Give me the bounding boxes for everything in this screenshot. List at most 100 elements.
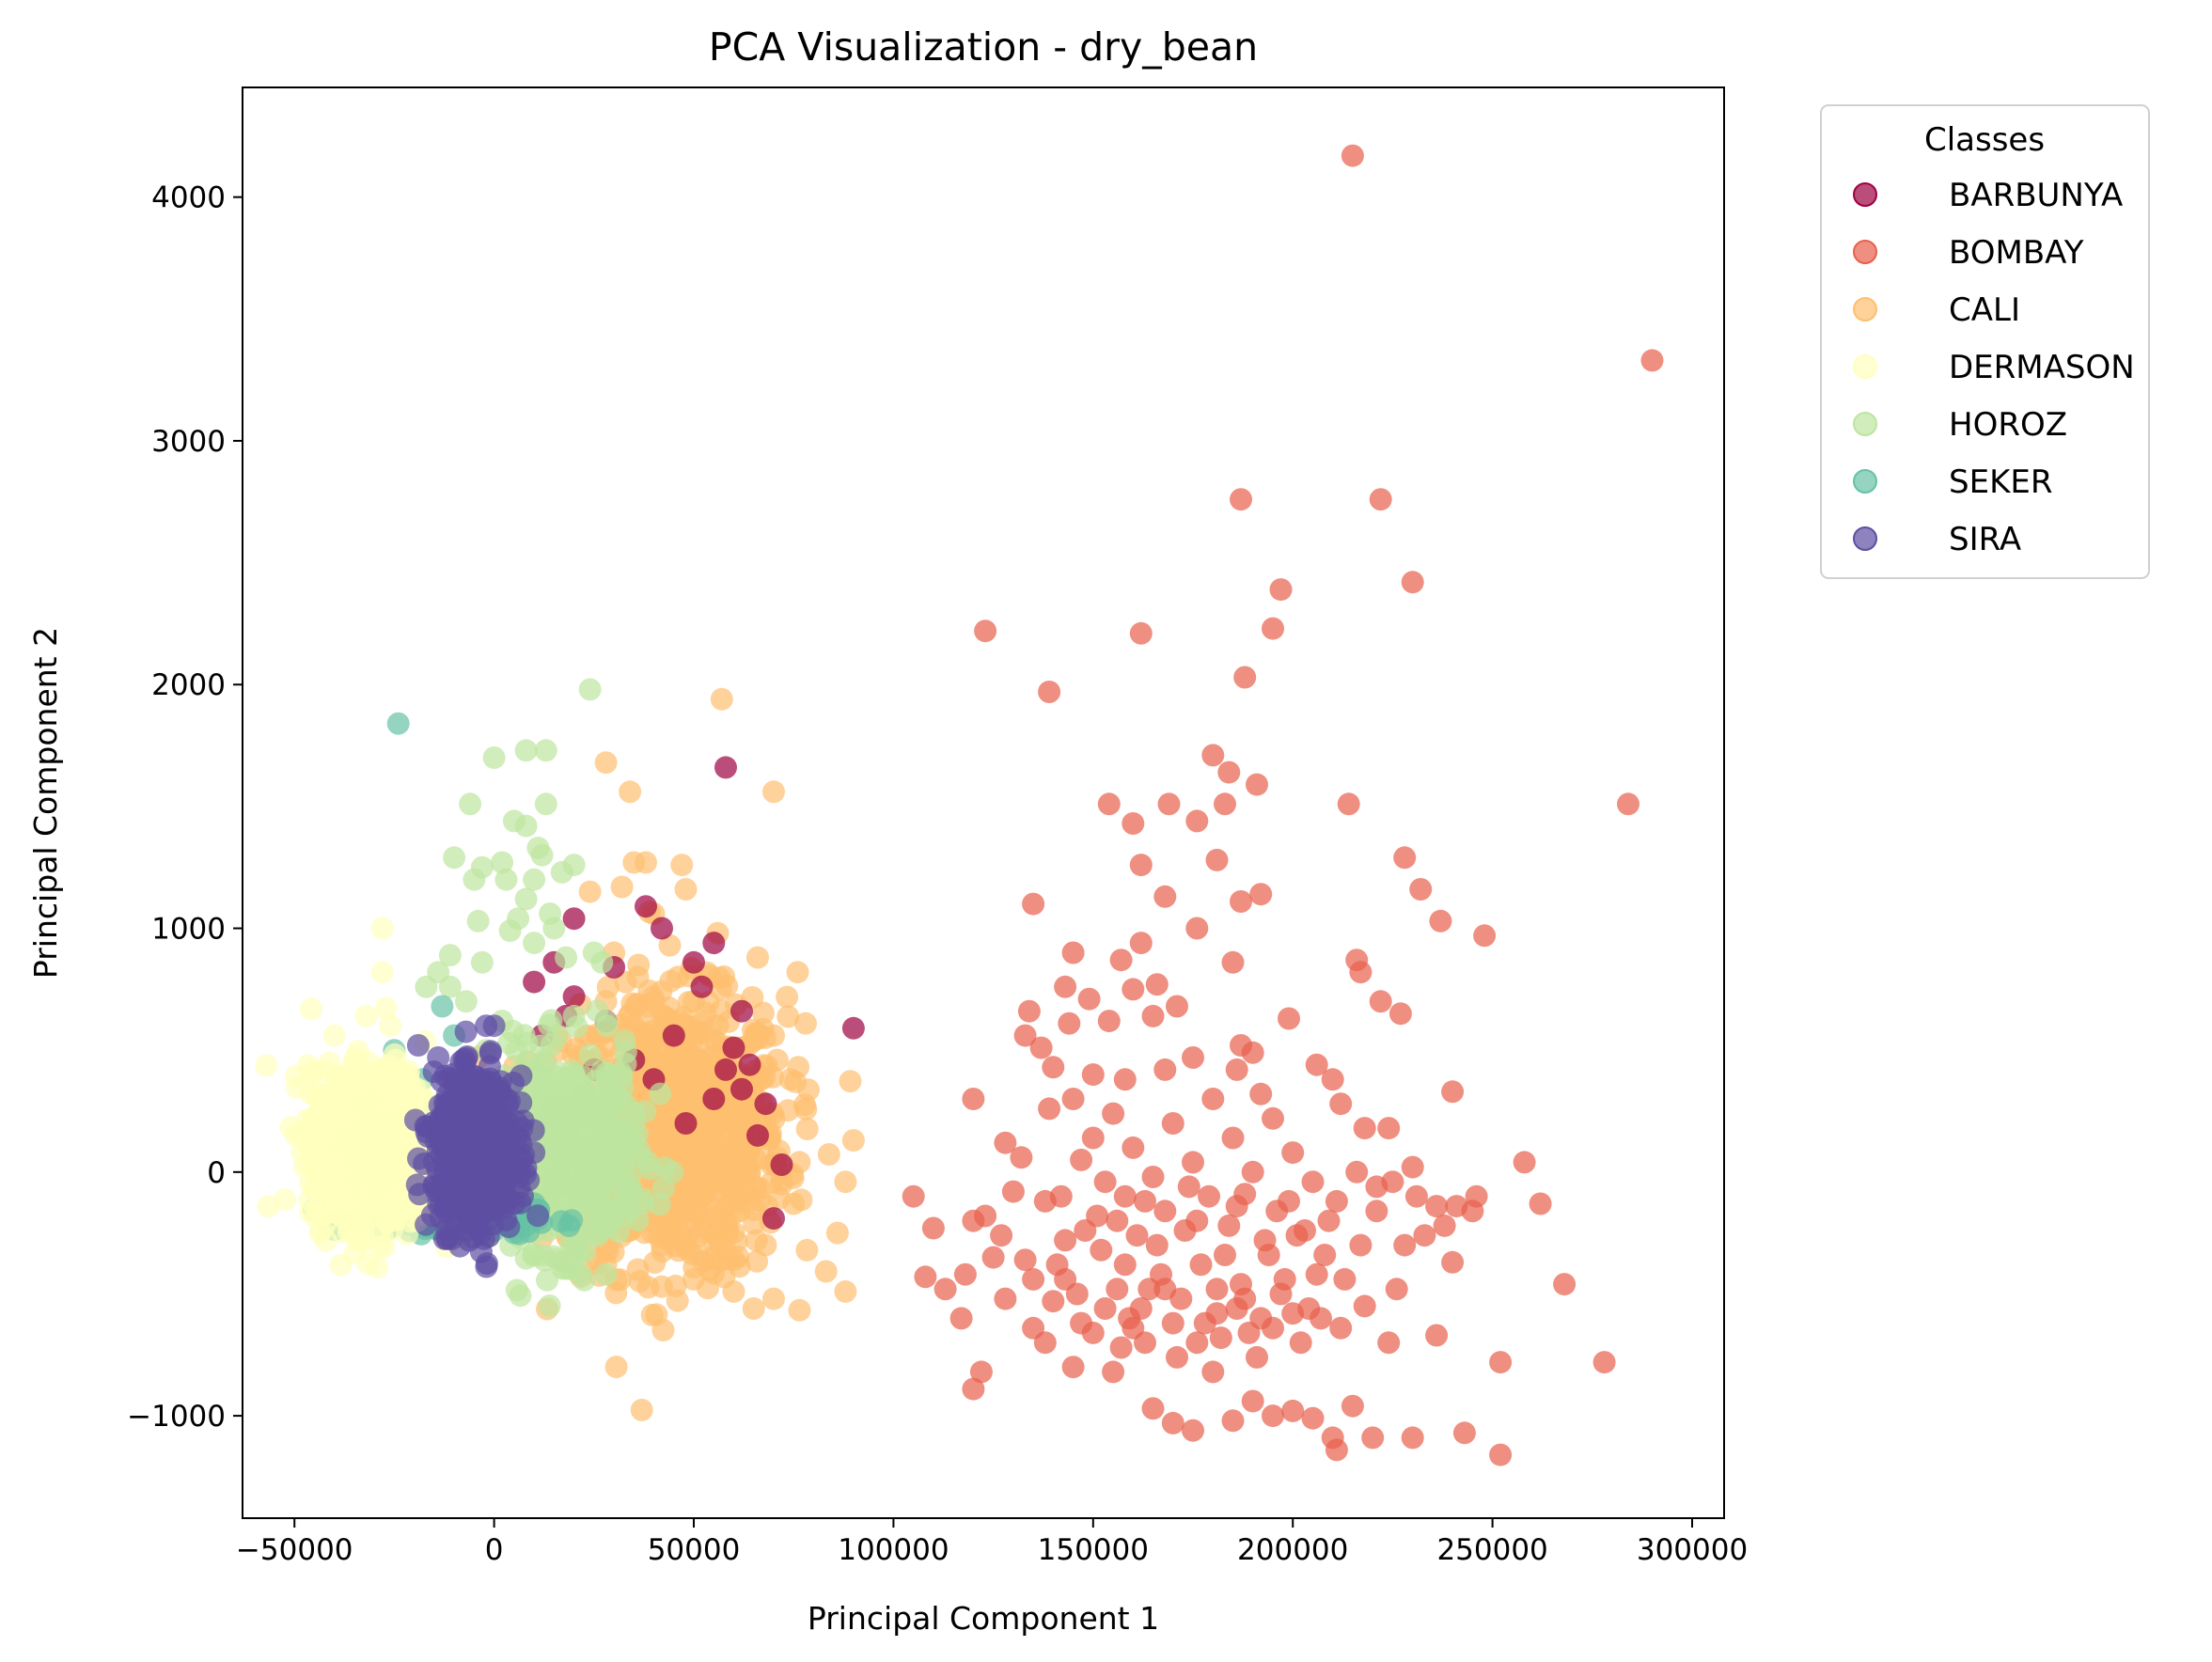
data-point <box>651 917 673 940</box>
data-point <box>324 1066 348 1090</box>
data-point <box>1185 1331 1209 1355</box>
data-point <box>1265 1199 1289 1223</box>
data-point <box>1313 1244 1337 1266</box>
data-point <box>562 1233 586 1257</box>
data-point <box>667 965 689 989</box>
data-point <box>604 1356 628 1379</box>
data-point <box>1262 1404 1284 1428</box>
data-point <box>562 985 586 1009</box>
data-point <box>841 1016 865 1040</box>
data-point <box>722 1036 745 1059</box>
data-point <box>370 917 394 940</box>
x-axis-ticks: −50000 0 50000 100000 150000 200000 250000 3000… <box>236 1518 1748 1567</box>
data-point <box>902 1184 925 1208</box>
data-point <box>730 1077 753 1101</box>
data-point <box>434 1136 458 1159</box>
data-point <box>657 1211 681 1234</box>
data-point <box>1388 1002 1412 1026</box>
data-point <box>438 944 462 967</box>
data-point <box>1086 1204 1109 1228</box>
data-point <box>814 1260 838 1283</box>
data-point <box>1201 744 1225 767</box>
data-point <box>794 1097 818 1121</box>
data-point <box>397 1064 420 1088</box>
data-point <box>1161 1311 1184 1335</box>
data-point <box>762 1207 785 1231</box>
legend-marker-barbunya <box>1853 182 1877 207</box>
data-point <box>1061 1088 1085 1110</box>
data-point <box>376 1161 400 1184</box>
legend-label-dermason: DERMASON <box>1949 349 2135 386</box>
series-sira <box>403 1014 550 1278</box>
data-point <box>408 1183 431 1206</box>
data-point <box>1217 1214 1241 1237</box>
data-point <box>1337 792 1360 816</box>
data-point <box>463 868 486 891</box>
data-point <box>710 687 733 711</box>
data-point <box>514 739 538 762</box>
data-point <box>1157 792 1181 816</box>
data-point <box>299 997 322 1021</box>
data-point <box>730 999 753 1023</box>
data-point <box>635 851 657 874</box>
data-point <box>459 1170 482 1194</box>
data-point <box>1425 1324 1449 1347</box>
data-point <box>534 739 557 762</box>
data-point <box>642 990 666 1013</box>
data-point <box>1369 488 1392 511</box>
data-point <box>666 1289 689 1312</box>
x-tick-label: 300000 <box>1637 1533 1748 1567</box>
data-point <box>1329 1316 1353 1340</box>
data-point <box>1097 792 1121 816</box>
data-point <box>613 1029 636 1053</box>
y-tick-label: 2000 <box>151 668 226 702</box>
data-point <box>1109 1336 1133 1359</box>
data-point <box>1233 666 1257 689</box>
data-point <box>1122 812 1145 835</box>
data-point <box>794 1011 817 1035</box>
data-point <box>335 1171 358 1195</box>
data-point <box>1365 1199 1388 1223</box>
data-point <box>787 1056 810 1079</box>
data-point <box>1329 1092 1353 1116</box>
data-point <box>1640 349 1664 372</box>
data-point <box>782 1192 806 1215</box>
data-point <box>550 860 573 884</box>
data-point <box>1269 1282 1293 1306</box>
data-point <box>1401 571 1424 594</box>
data-point <box>1013 1024 1037 1047</box>
data-point <box>542 917 566 940</box>
legend-label-barbunya: BARBUNYA <box>1949 177 2123 214</box>
data-point <box>661 1161 684 1184</box>
data-point <box>1325 1189 1348 1213</box>
data-point <box>1093 1297 1117 1320</box>
data-point <box>454 1020 478 1043</box>
data-point <box>1022 892 1045 916</box>
data-point <box>626 1258 650 1281</box>
data-point <box>630 1398 653 1421</box>
data-point <box>626 1209 650 1232</box>
data-point <box>1361 1426 1385 1450</box>
data-point <box>662 1024 685 1047</box>
data-point <box>1122 1136 1145 1159</box>
data-point <box>745 1249 769 1273</box>
data-point <box>443 1068 466 1091</box>
data-point <box>834 1170 857 1194</box>
data-point <box>635 895 657 918</box>
data-point <box>1081 1063 1105 1087</box>
data-point <box>765 1048 789 1072</box>
data-point <box>762 1024 785 1047</box>
y-tick-label: 1000 <box>151 913 226 947</box>
data-point <box>825 1221 849 1245</box>
x-tick-label: 200000 <box>1237 1533 1348 1567</box>
legend: Classes BARBUNYA BOMBAY CALI DERMASON HOROZ S… <box>1820 104 2150 579</box>
data-point <box>649 1082 672 1105</box>
data-point <box>1029 1036 1053 1059</box>
data-point <box>538 1294 561 1317</box>
data-point <box>1033 1331 1057 1355</box>
data-point <box>590 950 614 974</box>
data-point <box>1425 1195 1449 1218</box>
data-point <box>1393 1233 1417 1257</box>
data-point <box>1278 1007 1300 1030</box>
